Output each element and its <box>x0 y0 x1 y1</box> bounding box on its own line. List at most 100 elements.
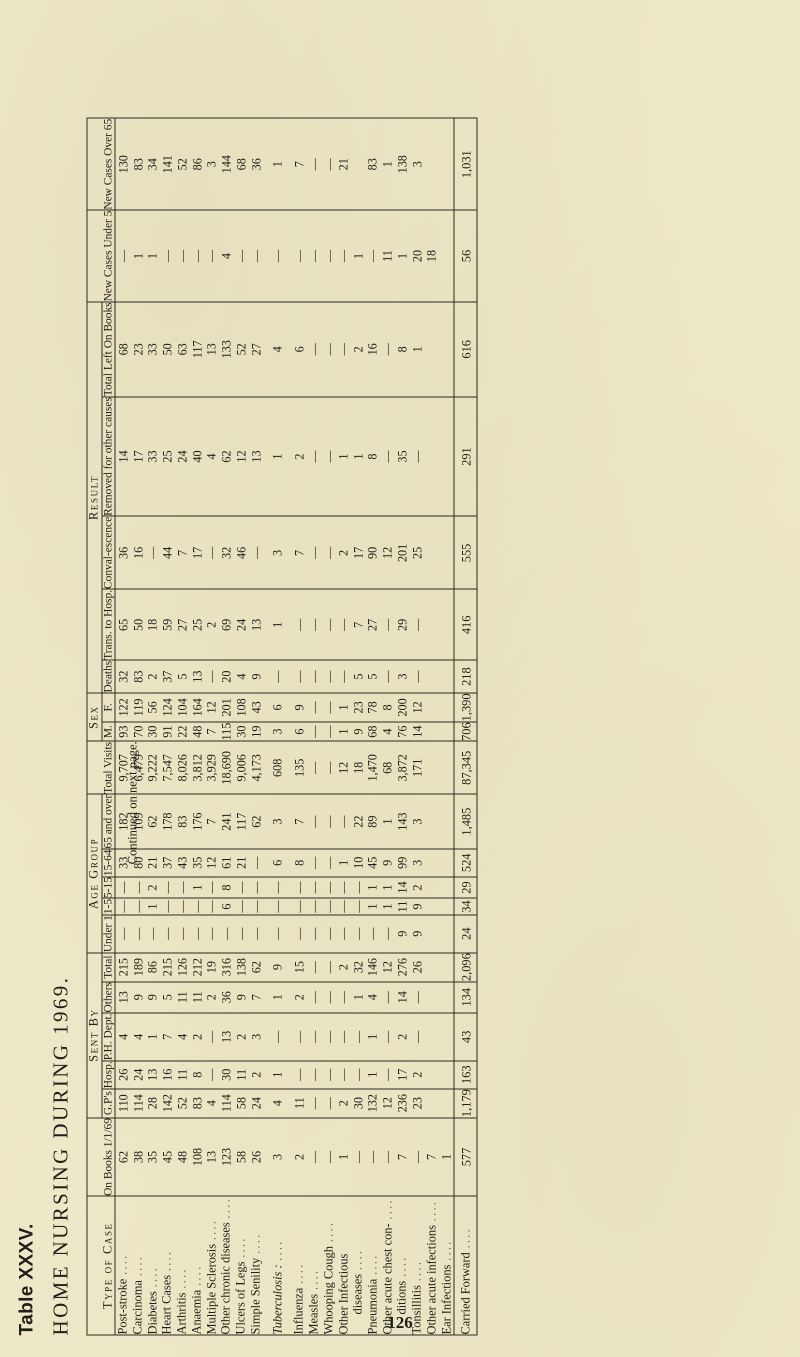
cell-result-convalescence: 25 <box>409 515 424 589</box>
cell-age-15-64: 37 <box>159 848 175 877</box>
cell-result-deaths <box>439 660 454 693</box>
cell-total-visits: 171 <box>409 740 424 794</box>
cell-age-65-over: 117 <box>233 793 248 849</box>
cell-age-1-5 <box>423 897 439 915</box>
cell-result-trans-hosp: 27 <box>364 588 380 660</box>
cell-sent-ph-dept: — <box>306 1012 321 1061</box>
cell-result-convalescence: 17 <box>188 515 204 589</box>
cell-result-removed: 4 <box>203 396 219 516</box>
cell-new-cases-under-5: 1 <box>394 209 410 302</box>
cell-sex-male: 7 <box>204 728 219 735</box>
cell-result-convalescence: 2 <box>335 515 351 589</box>
table-row: Simple Senility.... 26 24 2 3 7 62— — — —62 4,173 1… <box>247 117 263 1335</box>
cell-result-left-on-books: 133 <box>218 301 234 397</box>
cell-age-5-15 <box>423 876 439 898</box>
cell-on-books: 3 <box>262 1117 285 1196</box>
cell-result-left-on-books <box>423 301 439 397</box>
cell-total-visits: 87,345 <box>453 740 477 794</box>
table-row: Tuberculosis :.... 3 4 1—1 9— — —6 3 608 3 6—1 3 1 4—… <box>262 117 285 1335</box>
cell-on-books: 13 <box>203 1117 219 1196</box>
cell-new-cases-over-65: 7 <box>284 117 307 210</box>
cell-new-cases-under-5: 56 <box>453 209 477 302</box>
cell-result-trans-hosp: 24 <box>233 588 248 660</box>
cell-sent-gps: 28 <box>144 1088 160 1118</box>
cell-sent-gps: 142 <box>159 1088 175 1118</box>
cell-sent-total: 12 <box>379 952 395 982</box>
cell-age-under-1: — <box>219 927 234 940</box>
cell-sex-female: 23 <box>350 692 365 722</box>
cell-sent-others: 1 <box>262 981 285 1013</box>
cell-on-books: 1 <box>438 1117 454 1196</box>
cell-result-deaths: — <box>321 670 336 683</box>
cell-sent-total: 212 <box>188 952 204 982</box>
cell-age-15-64: 524 <box>453 848 477 877</box>
cell-sent-others: 134 <box>453 981 477 1013</box>
cell-new-cases-over-65 <box>423 117 439 210</box>
cell-result-convalescence <box>438 515 454 589</box>
cell-age-65-over: 3 <box>262 793 285 849</box>
cell-result-left-on-books: — <box>320 301 336 397</box>
cell-age-1-5: — <box>203 897 219 915</box>
col-age-1-5: 1-5 <box>101 897 115 915</box>
cell-sent-hosp: — <box>284 1060 307 1089</box>
cell-age-5-15: — <box>114 876 130 898</box>
cell-age-65-over: 89 <box>364 793 380 849</box>
leader-dots: .... <box>161 1249 174 1271</box>
cell-sex-male: 9 <box>350 728 365 735</box>
cell-sent-ph-dept: 4 <box>114 1012 130 1061</box>
cell-sent-hosp: — <box>203 1060 219 1089</box>
cell-age-5-15: 1 <box>364 876 380 898</box>
cell-age-1-5: — <box>335 897 351 915</box>
cell-sent-ph-dept: 4 <box>174 1012 189 1061</box>
cell-age-under-1: — <box>306 927 321 940</box>
cell-sent-total: 126 <box>174 952 189 982</box>
cell-total-visits: — <box>320 740 336 794</box>
cell-new-cases-over-65: 3 <box>409 117 424 210</box>
cell-sent-others: 14 <box>394 981 410 1013</box>
cell-sent-ph-dept: — <box>379 1012 395 1061</box>
cell-age-15-64: 45 <box>364 848 380 877</box>
cell-sent-gps: 114 <box>129 1088 145 1118</box>
cell-sent-hosp: 11 <box>174 1060 189 1089</box>
table-row: Whooping Cough.... — — — — — — — — — — — — — — — — — — — — — <box>320 117 336 1335</box>
cell-result-deaths: — <box>380 670 395 683</box>
cell-age-5-15: 8 <box>218 876 234 898</box>
cell-result-deaths: — <box>409 670 424 683</box>
col-result-left-on-books: Total Left On Books <box>101 301 115 397</box>
cell-sent-ph-dept: 1 <box>364 1012 380 1061</box>
cell-sent-hosp: — <box>306 1060 321 1089</box>
carried-forward-row: Carried Forward.... 577 1,179 163 43 134 2,096… <box>453 117 477 1335</box>
cell-sent-total: 9 <box>262 952 285 982</box>
cell-result-trans-hosp: 18 <box>144 588 160 660</box>
cell-age-15-64: — <box>320 848 336 877</box>
cell-sent-total: 15 <box>284 952 307 982</box>
cell-result-removed: — <box>320 396 336 516</box>
cell-sex-female: 43 <box>247 692 263 722</box>
col-sent-hosp: Hosp. <box>101 1060 115 1089</box>
cell-sex-female: — <box>320 692 336 722</box>
cell-sent-ph-dept: — <box>284 1012 307 1061</box>
leader-dots: .... <box>366 1252 379 1275</box>
cell-age-1-5: — <box>129 897 145 915</box>
cell-sent-others <box>438 981 454 1013</box>
cell-sent-hosp: 24 <box>129 1060 145 1089</box>
cell-new-cases-under-5: — <box>306 209 321 302</box>
cell-age-1-5: — <box>262 897 285 915</box>
cell-total-visits: — <box>306 740 321 794</box>
table-row: Multiple Sclerosis.... 13 4— —2 19— — —12 7 3,92… <box>203 117 219 1335</box>
cell-sent-others: 9 <box>129 981 145 1013</box>
cell-new-cases-over-65: 34 <box>144 117 160 210</box>
cell-sex-male: 1 <box>335 728 350 735</box>
cell-total-visits: 18 <box>350 740 365 794</box>
cell-age-under-1: 9 <box>409 930 424 937</box>
cell-age-15-64: 35 <box>188 848 204 877</box>
cell-result-removed: 17 <box>129 396 145 516</box>
cell-age-15-64: 9 <box>379 848 395 877</box>
cell-on-books: — <box>379 1117 395 1196</box>
cell-result-removed: 12 <box>233 396 248 516</box>
cell-sex-male: 706 <box>453 721 477 741</box>
cell-age-5-15: 29 <box>453 876 477 898</box>
cell-result-deaths: 5 <box>174 673 189 680</box>
cell-sent-ph-dept: — <box>262 1012 285 1061</box>
cell-result-removed: — <box>306 396 321 516</box>
